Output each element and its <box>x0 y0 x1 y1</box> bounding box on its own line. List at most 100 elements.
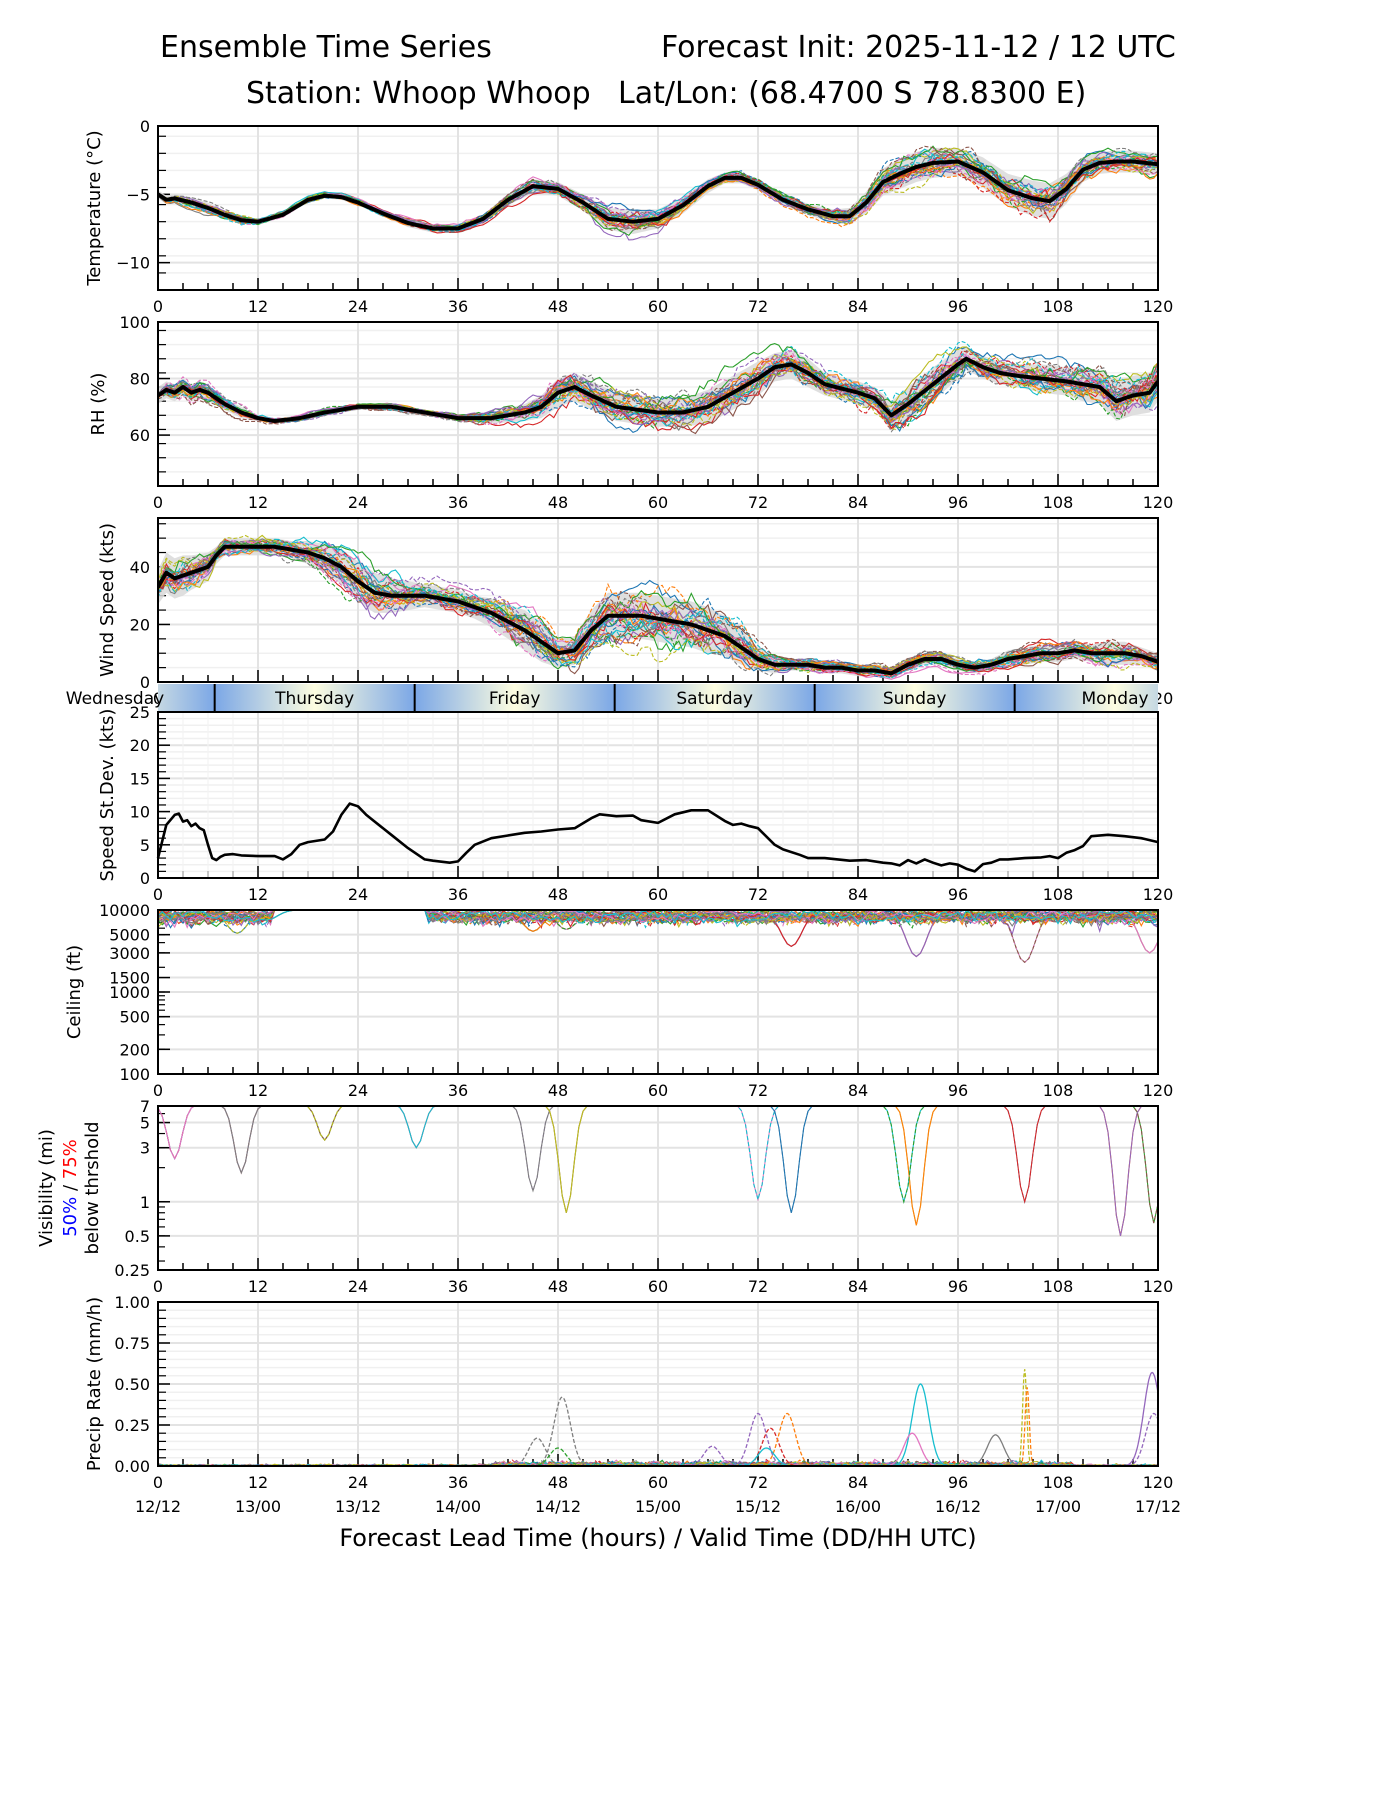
xtick-label: 120 <box>1143 1473 1174 1492</box>
ytick-label: 3 <box>140 1139 150 1158</box>
ytick-label: 1000 <box>109 983 150 1002</box>
xtick-label: 36 <box>448 885 468 904</box>
xtick-label: 84 <box>848 885 868 904</box>
y-axis-label: Speed St.Dev. (kts) <box>97 709 118 882</box>
plot-area <box>158 534 1158 680</box>
xtick-label: 60 <box>648 1473 668 1492</box>
plot-area <box>158 1106 1158 1237</box>
spread-band <box>158 538 1158 680</box>
xtick-label: 72 <box>748 1473 768 1492</box>
plot-frame <box>157 1301 1159 1467</box>
ytick-label: 1500 <box>109 969 150 988</box>
ytick-label: 7 <box>140 1097 150 1116</box>
y-axis-label: RH (%) <box>88 373 109 436</box>
day-label-monday: Monday <box>1081 689 1148 709</box>
ytick-label: 0 <box>140 117 150 136</box>
ensemble-member-line <box>158 910 1158 928</box>
xtick-valid-label: 16/12 <box>935 1497 981 1516</box>
ytick-label: 40 <box>130 558 150 577</box>
xtick-valid-label: 17/12 <box>1135 1497 1181 1516</box>
xtick-valid-label: 13/00 <box>235 1497 281 1516</box>
ensemble-member-line <box>158 910 1158 964</box>
xtick-label: 36 <box>448 1081 468 1100</box>
xtick-label: 120 <box>1143 493 1174 512</box>
xtick-label: 120 <box>1143 885 1174 904</box>
ytick-label: 0.25 <box>114 1261 150 1280</box>
xtick-label: 12 <box>248 493 268 512</box>
xtick-label: 84 <box>848 297 868 316</box>
xtick-label: 0 <box>153 493 163 512</box>
day-segment <box>614 684 815 712</box>
xtick-label: 0 <box>153 1473 163 1492</box>
xtick-label: 60 <box>648 885 668 904</box>
xtick-valid-label: 15/12 <box>735 1497 781 1516</box>
ensemble-member-line <box>158 349 1158 426</box>
precip-member-peak <box>945 1434 1046 1466</box>
xtick-label: 120 <box>1143 1277 1174 1296</box>
day-band: Wednesday Thursday Friday Saturday Sunday Mon… <box>66 684 1158 712</box>
xtick-label: 108 <box>1043 1473 1074 1492</box>
ensemble-mean-line <box>158 544 1158 676</box>
precip-member-peak <box>487 1437 587 1466</box>
xtick-label: 108 <box>1043 297 1074 316</box>
xtick-label: 24 <box>348 1081 368 1100</box>
panel-wind_speed: 0204001224364860728496108120Wind Speed (… <box>97 517 1173 708</box>
day-segment <box>1014 684 1158 712</box>
day-label-saturday: Saturday <box>676 689 753 709</box>
precip-member-peak <box>716 1447 817 1466</box>
xtick-label: 108 <box>1043 885 1074 904</box>
forecast-init-label: Forecast Init: 2025-11-12 / 12 UTC <box>661 30 1176 65</box>
x-axis-label: Forecast Lead Time (hours) / Valid Time … <box>339 1524 976 1552</box>
xtick-label: 96 <box>948 493 968 512</box>
y-axis-label: Visibility (mi) <box>36 1129 57 1247</box>
ensemble-member-line <box>158 542 1158 679</box>
xtick-label: 36 <box>448 1473 468 1492</box>
ytick-label: −10 <box>116 254 150 273</box>
ytick-label: 3000 <box>109 944 150 963</box>
precip-member-peak <box>1102 1371 1158 1466</box>
xtick-label: 96 <box>948 885 968 904</box>
xtick-valid-label: 15/00 <box>635 1497 681 1516</box>
precip-member-peak <box>862 1432 963 1466</box>
xtick-label: 48 <box>548 493 568 512</box>
ytick-label: 25 <box>130 703 150 722</box>
xtick-label: 96 <box>948 1277 968 1296</box>
precip-member-peak <box>737 1412 838 1466</box>
ytick-label: 5000 <box>109 926 150 945</box>
day-label-thursday: Thursday <box>274 689 354 709</box>
xtick-valid-label: 14/12 <box>535 1497 581 1516</box>
panel-visibility: 0.25 0.5 1 3 57 0 12 24 36 48 60 72 84 96 108 120 Visibi… <box>36 1097 1173 1296</box>
ensemble-mean-line <box>158 159 1158 231</box>
ytick-label: 0 <box>140 869 150 888</box>
xtick-label: 12 <box>248 1277 268 1296</box>
ensemble-member-line <box>158 910 1158 954</box>
xtick-label: 48 <box>548 1277 568 1296</box>
xtick-label: 108 <box>1043 1081 1074 1100</box>
xtick-valid-label: 14/00 <box>435 1497 481 1516</box>
panel-precip_rate: 0.00 0.25 0.50 0.75 1.00 0 12/12 12 13/00 24 13/12… <box>84 1293 1181 1552</box>
ytick-label: 60 <box>130 426 150 445</box>
xtick-valid-label: 13/12 <box>335 1497 381 1516</box>
ensemble-member-line <box>158 534 1158 676</box>
precip-member-peak <box>870 1383 971 1466</box>
xtick-label: 60 <box>648 493 668 512</box>
xtick-label: 120 <box>1143 297 1174 316</box>
plot-frame <box>157 517 1159 683</box>
xtick-label: 48 <box>548 1473 568 1492</box>
y-axis-label: Precip Rate (mm/h) <box>84 1297 105 1471</box>
ytick-label: 100 <box>119 313 150 332</box>
plot-area <box>158 145 1158 241</box>
xtick-label: 96 <box>948 1473 968 1492</box>
xtick-valid-label: 17/00 <box>1035 1497 1081 1516</box>
xtick-label: 24 <box>348 1473 368 1492</box>
ytick-label: 0.75 <box>114 1334 150 1353</box>
y-axis-label: Ceiling (ft) <box>64 945 85 1039</box>
ytick-label: 1.00 <box>114 1293 150 1312</box>
panel-temperature: 0 −5 −10 0 12 24 36 48 60 72 84 96 108 120 Temperature… <box>84 117 1173 316</box>
ytick-label: 10000 <box>99 901 150 920</box>
xtick-label: 84 <box>848 1081 868 1100</box>
plot-frame <box>157 1105 1159 1271</box>
ensemble-member-line <box>158 541 1158 677</box>
xtick-label: 36 <box>448 493 468 512</box>
ensemble-member-line <box>158 360 1158 429</box>
